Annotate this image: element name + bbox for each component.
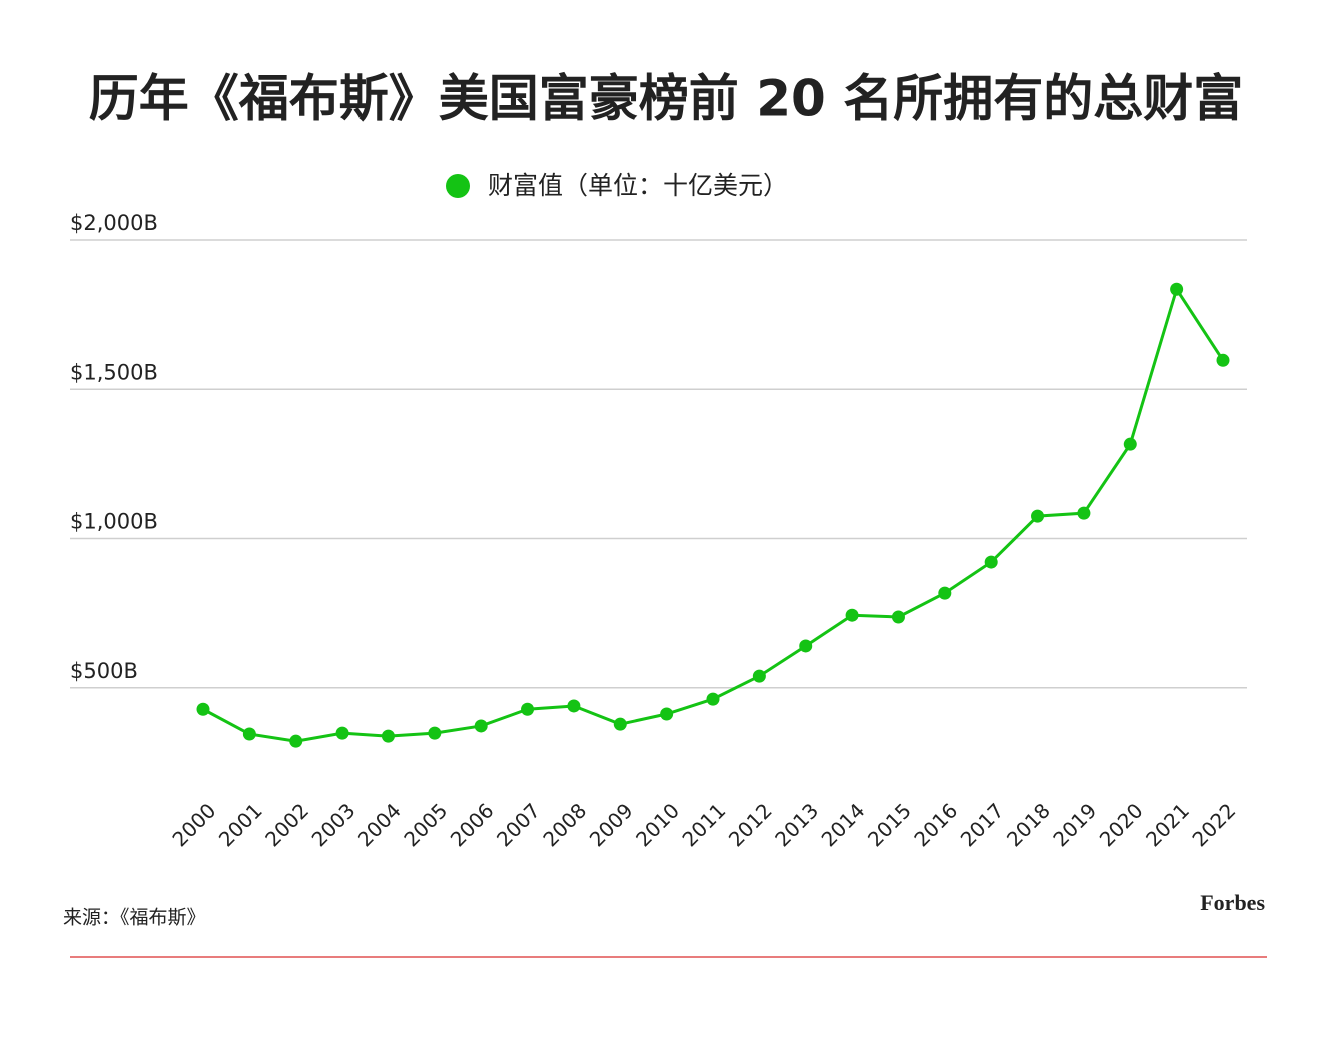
legend-label: 财富值（单位：十亿美元） [488, 171, 788, 200]
data-point [521, 702, 535, 716]
data-point [1123, 437, 1137, 451]
x-tick-label: 2003 [307, 798, 360, 851]
data-point [1077, 506, 1091, 520]
data-point [891, 610, 905, 624]
data-point [1031, 509, 1045, 523]
x-tick-label: 2012 [724, 798, 777, 851]
data-point [335, 726, 349, 740]
data-point [752, 669, 766, 683]
data-point [799, 639, 813, 653]
x-tick-label: 2016 [909, 798, 962, 851]
data-point [242, 727, 256, 741]
data-point [196, 702, 210, 716]
x-tick-label: 2002 [260, 798, 313, 851]
x-tick-label: 2000 [167, 798, 220, 851]
x-tick-label: 2006 [446, 798, 499, 851]
y-tick-label: $500B [70, 659, 138, 683]
x-tick-label: 2015 [863, 798, 916, 851]
x-tick-label: 2021 [1141, 798, 1194, 851]
x-tick-label: 2005 [399, 798, 452, 851]
x-tick-label: 2001 [214, 798, 267, 851]
data-point [1216, 353, 1230, 367]
data-point [984, 555, 998, 569]
brand-logo: Forbes [1200, 890, 1265, 915]
x-tick-label: 2011 [677, 798, 730, 851]
data-point [381, 729, 395, 743]
data-point [567, 699, 581, 713]
x-tick-label: 2013 [770, 798, 823, 851]
chart-title: 历年《福布斯》美国富豪榜前 20 名所拥有的总财富 [89, 70, 1243, 128]
x-tick-label: 2014 [817, 798, 870, 851]
x-tick-label: 2017 [956, 798, 1009, 851]
y-tick-label: $1,000B [70, 510, 158, 534]
x-tick-label: 2010 [631, 798, 684, 851]
x-tick-label: 2008 [538, 798, 591, 851]
x-tick-label: 2004 [353, 798, 406, 851]
y-tick-label: $1,500B [70, 360, 158, 384]
x-tick-label: 2019 [1048, 798, 1101, 851]
x-tick-label: 2007 [492, 798, 545, 851]
x-tick-label: 2022 [1187, 798, 1240, 851]
x-tick-label: 2020 [1095, 798, 1148, 851]
data-point [706, 692, 720, 706]
x-tick-label: 2018 [1002, 798, 1055, 851]
data-point [660, 707, 674, 721]
series-line [202, 285, 1225, 743]
data-point [938, 586, 952, 600]
y-tick-label: $2,000B [70, 211, 158, 235]
data-point [428, 726, 442, 740]
data-point [613, 717, 627, 731]
data-point [1170, 282, 1184, 296]
x-tick-label: 2009 [585, 798, 638, 851]
source: 来源：《福布斯》 [63, 907, 206, 929]
data-point [845, 608, 859, 622]
data-point [474, 719, 488, 733]
data-point [289, 734, 303, 748]
legend-marker [446, 174, 470, 198]
